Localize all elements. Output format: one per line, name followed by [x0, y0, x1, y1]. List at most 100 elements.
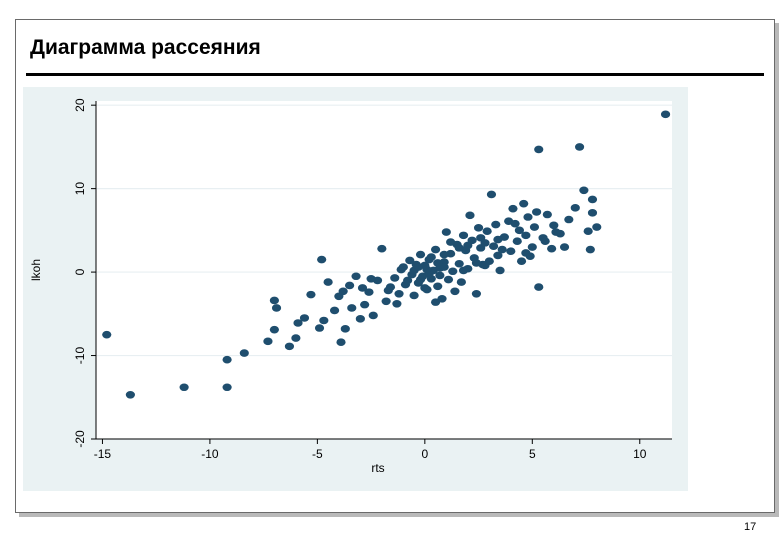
- scatter-point: [366, 274, 376, 283]
- x-tick-label: 10: [633, 447, 647, 461]
- x-tick-label: 0: [421, 447, 428, 461]
- plot-area: [96, 101, 672, 439]
- scatter-point: [355, 315, 365, 323]
- scatter-point: [347, 304, 357, 312]
- scatter-point: [269, 325, 279, 334]
- scatter-point: [323, 278, 333, 286]
- scatter-point: [527, 243, 537, 251]
- page-number: 17: [744, 521, 757, 533]
- scatter-point: [357, 284, 368, 292]
- scatter-point: [497, 245, 507, 254]
- scatter-point: [392, 300, 402, 308]
- scatter-point: [471, 289, 482, 298]
- scatter-point: [463, 241, 473, 250]
- y-tick-label: -10: [73, 347, 87, 365]
- scatter-point: [579, 186, 589, 195]
- scatter-point: [583, 227, 593, 235]
- scatter-point: [521, 249, 531, 257]
- scatter-point: [480, 261, 490, 270]
- scatter-point: [486, 190, 497, 199]
- scatter-point: [559, 243, 570, 251]
- scatter-point: [405, 256, 415, 265]
- scatter-point: [413, 263, 423, 271]
- scatter-point: [493, 251, 503, 260]
- scatter-chart: -15 -10 -5 0 5 10 -20 -10 0 10 20 rts lkoh: [29, 98, 672, 475]
- y-axis-label: lkoh: [29, 259, 43, 281]
- scatter-point: [585, 245, 595, 254]
- scatter-point: [415, 275, 426, 284]
- scatter-point: [491, 220, 501, 229]
- scatter-point: [364, 288, 374, 296]
- scatter-point: [454, 244, 464, 252]
- scatter-point: [396, 265, 406, 274]
- y-ticks: -20 -10 0 10 20: [73, 98, 96, 448]
- scatter-point: [222, 355, 232, 364]
- scatter-point: [420, 284, 430, 292]
- scatter-point: [458, 231, 469, 240]
- scatter-point: [338, 287, 348, 296]
- scatter-point: [239, 349, 249, 357]
- scatter-point: [516, 257, 527, 266]
- scatter-point: [426, 253, 436, 261]
- x-axis-label: rts: [371, 461, 384, 475]
- scatter-point: [592, 223, 602, 231]
- scatter-point: [394, 289, 404, 298]
- scatter-point: [446, 238, 456, 246]
- scatter-point: [179, 383, 189, 392]
- scatter-point: [454, 259, 464, 268]
- scatter-point: [381, 297, 391, 306]
- scatter-point: [549, 221, 559, 230]
- x-tick-label: -10: [201, 447, 219, 461]
- scatter-point: [422, 265, 432, 274]
- scatter-point: [514, 226, 525, 235]
- scatter-point: [495, 266, 505, 275]
- scatter-point: [564, 215, 574, 224]
- scatter-point: [510, 219, 520, 228]
- scatter-point: [263, 337, 273, 346]
- scatter-point: [456, 278, 466, 286]
- scatter-point: [587, 209, 598, 217]
- scatter-point: [430, 245, 441, 254]
- scatter-point: [534, 283, 544, 291]
- scatter-point: [529, 223, 540, 231]
- scatter-point: [493, 235, 503, 244]
- scatter-point: [443, 275, 454, 284]
- x-tick-label: -15: [94, 447, 112, 461]
- scatter-point: [540, 237, 550, 246]
- scatter-point: [433, 259, 443, 267]
- scatter-point: [476, 234, 486, 242]
- scatter-point: [415, 250, 426, 259]
- slide: Диаграмма рассеяния -15 -10 -5 0 5 10 -20 -10 0…: [15, 19, 775, 513]
- scatter-point: [102, 330, 112, 339]
- x-ticks: -15 -10 -5 0 5 10: [94, 439, 647, 461]
- scatter-point: [450, 287, 460, 296]
- scatter-point: [269, 296, 279, 305]
- slide-title: Диаграмма рассеяния: [30, 36, 261, 59]
- scatter-point: [508, 204, 518, 213]
- scatter-point: [489, 242, 499, 251]
- scatter-point: [506, 247, 516, 256]
- y-tick-label: 10: [73, 182, 87, 196]
- scatter-point: [409, 291, 419, 300]
- title-rule: [26, 73, 764, 76]
- scatter-point: [534, 145, 544, 154]
- scatter-point: [482, 227, 492, 235]
- scatter-point: [512, 237, 522, 246]
- scatter-point: [471, 259, 482, 267]
- scatter-point: [519, 199, 529, 208]
- scatter-point: [291, 334, 301, 342]
- data-points: [102, 110, 671, 399]
- scatter-point: [458, 266, 469, 275]
- scatter-point: [570, 204, 580, 212]
- scatter-point: [574, 143, 585, 151]
- scatter-point: [439, 263, 449, 271]
- scatter-point: [403, 276, 413, 285]
- scatter-point: [448, 267, 458, 276]
- y-tick-label: 0: [73, 268, 87, 275]
- scatter-point: [542, 210, 552, 219]
- scatter-point: [299, 314, 310, 322]
- scatter-point: [351, 272, 361, 281]
- scatter-point: [319, 316, 329, 325]
- scatter-point: [587, 195, 598, 204]
- scatter-point: [439, 250, 449, 259]
